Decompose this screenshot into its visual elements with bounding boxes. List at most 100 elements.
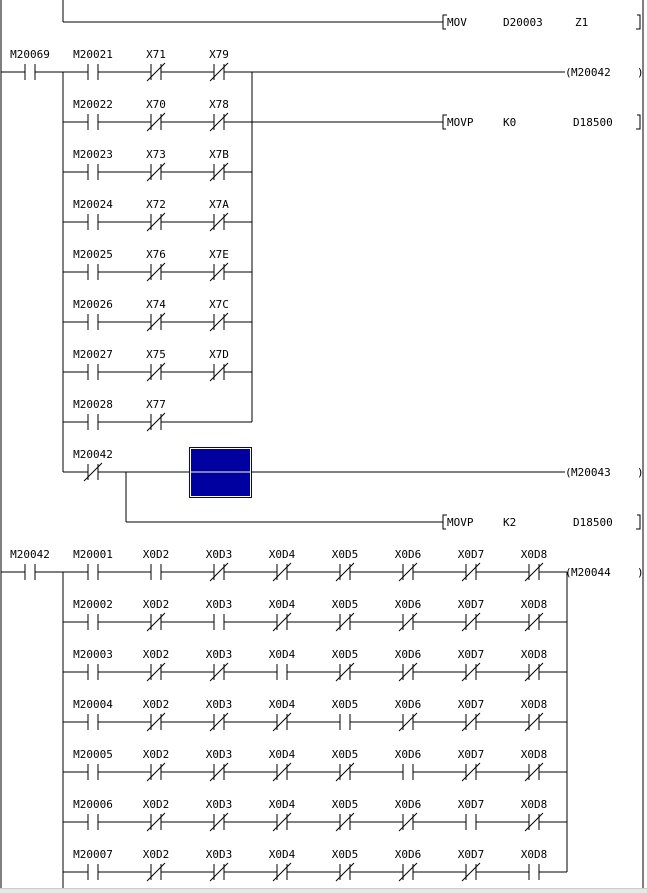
nc-contact[interactable]: X0D8 [521, 598, 548, 632]
nc-contact[interactable]: X0D8 [521, 748, 548, 782]
nc-contact[interactable]: X0D5 [332, 548, 359, 582]
nc-contact[interactable]: X0D3 [206, 798, 233, 832]
nc-contact[interactable]: X0D8 [521, 798, 548, 832]
instruction-block[interactable]: MOV D20003 Z1 [442, 14, 641, 30]
no-contact[interactable]: M20007 [73, 848, 113, 880]
nc-contact[interactable]: X0D2 [143, 698, 170, 732]
no-contact[interactable]: X0D6 [395, 748, 422, 780]
nc-contact[interactable]: X7A [209, 198, 229, 232]
nc-contact[interactable]: X0D6 [395, 648, 422, 682]
nc-contact[interactable]: X0D4 [269, 548, 296, 582]
no-contact[interactable]: M20001 [73, 548, 113, 580]
contact-label: X78 [209, 98, 229, 111]
nc-contact[interactable]: X0D7 [458, 548, 485, 582]
nc-contact[interactable]: X0D3 [206, 548, 233, 582]
nc-contact[interactable]: X0D6 [395, 548, 422, 582]
nc-contact[interactable]: X70 [146, 98, 166, 132]
no-contact[interactable]: M20023 [73, 148, 113, 180]
output-coil[interactable]: (M20044) [565, 566, 644, 579]
nc-contact[interactable]: X78 [209, 98, 229, 132]
no-contact[interactable]: M20004 [73, 698, 113, 730]
instruction-block[interactable]: MOVP K2 D18500 [442, 514, 641, 530]
instruction-block[interactable]: MOVP K0 D18500 [442, 114, 641, 130]
nc-contact[interactable]: X0D6 [395, 598, 422, 632]
nc-contact[interactable]: X0D5 [332, 798, 359, 832]
no-contact[interactable]: X0D8 [521, 848, 548, 880]
nc-contact[interactable]: X7C [209, 298, 229, 332]
nc-contact[interactable]: X71 [146, 48, 166, 82]
no-contact[interactable]: M20021 [73, 48, 113, 80]
no-contact[interactable]: X0D3 [206, 598, 233, 630]
no-contact[interactable]: X0D4 [269, 648, 296, 680]
nc-contact[interactable]: X0D8 [521, 548, 548, 582]
nc-contact[interactable]: X7B [209, 148, 229, 182]
no-contact[interactable]: M20028 [73, 398, 113, 430]
no-contact[interactable]: X0D7 [458, 798, 485, 830]
nc-contact[interactable]: X0D2 [143, 648, 170, 682]
no-contact[interactable]: M20025 [73, 248, 113, 280]
nc-contact[interactable]: X0D3 [206, 748, 233, 782]
nc-contact[interactable]: X0D2 [143, 598, 170, 632]
nc-contact[interactable]: X0D6 [395, 848, 422, 882]
contact-label: X7E [209, 248, 229, 261]
nc-contact[interactable]: X74 [146, 298, 166, 332]
no-contact[interactable]: M20005 [73, 748, 113, 780]
nc-contact[interactable]: X0D6 [395, 798, 422, 832]
nc-contact[interactable]: X0D8 [521, 648, 548, 682]
nc-contact[interactable]: X72 [146, 198, 166, 232]
contact-label: M20007 [73, 848, 113, 861]
contact-slash [335, 762, 355, 782]
nc-contact[interactable]: X0D4 [269, 748, 296, 782]
no-contact[interactable]: M20024 [73, 198, 113, 230]
nc-contact[interactable]: X0D7 [458, 748, 485, 782]
contact-label: X70 [146, 98, 166, 111]
nc-contact[interactable]: X0D3 [206, 648, 233, 682]
nc-contact[interactable]: X0D8 [521, 698, 548, 732]
nc-contact[interactable]: X0D6 [395, 698, 422, 732]
coil-label: M20042 [571, 66, 611, 79]
contact-label: X0D4 [269, 798, 296, 811]
nc-contact[interactable]: X79 [209, 48, 229, 82]
nc-contact[interactable]: X0D4 [269, 848, 296, 882]
nc-contact[interactable]: X0D4 [269, 698, 296, 732]
nc-contact[interactable]: X77 [146, 398, 166, 432]
nc-contact[interactable]: X0D5 [332, 598, 359, 632]
nc-contact[interactable]: X0D5 [332, 648, 359, 682]
contact-slash [146, 812, 166, 832]
nc-contact[interactable]: X76 [146, 248, 166, 282]
nc-contact[interactable]: X7E [209, 248, 229, 282]
nc-contact[interactable]: X0D5 [332, 848, 359, 882]
output-coil[interactable]: (M20043) [565, 466, 644, 479]
no-contact[interactable]: M20006 [73, 798, 113, 830]
output-coil[interactable]: (M20042) [565, 66, 644, 79]
no-contact[interactable]: X0D2 [143, 548, 170, 580]
nc-contact[interactable]: X0D7 [458, 698, 485, 732]
nc-contact[interactable]: X0D7 [458, 648, 485, 682]
nc-contact[interactable]: X75 [146, 348, 166, 382]
no-contact[interactable]: M20042 [10, 548, 50, 580]
no-contact[interactable]: M20026 [73, 298, 113, 330]
contact-slash [209, 212, 229, 232]
no-contact[interactable]: M20003 [73, 648, 113, 680]
horizontal-scrollbar[interactable] [0, 888, 647, 893]
nc-contact[interactable]: X0D7 [458, 598, 485, 632]
nc-contact[interactable]: M20042 [73, 448, 113, 482]
no-contact[interactable]: M20027 [73, 348, 113, 380]
no-contact[interactable]: M20022 [73, 98, 113, 130]
nc-contact[interactable]: X73 [146, 148, 166, 182]
nc-contact[interactable]: X0D2 [143, 748, 170, 782]
no-contact[interactable]: X0D5 [332, 698, 359, 730]
no-contact[interactable]: M20069 [10, 48, 50, 80]
nc-contact[interactable]: X0D2 [143, 798, 170, 832]
nc-contact[interactable]: X7D [209, 348, 229, 382]
nc-contact[interactable]: X0D7 [458, 848, 485, 882]
nc-contact[interactable]: X0D5 [332, 748, 359, 782]
nc-contact[interactable]: X0D3 [206, 698, 233, 732]
nc-contact[interactable]: X0D2 [143, 848, 170, 882]
nc-contact[interactable]: X0D3 [206, 848, 233, 882]
no-contact[interactable]: M20002 [73, 598, 113, 630]
nc-contact[interactable]: X0D4 [269, 598, 296, 632]
nc-contact[interactable]: X0D4 [269, 798, 296, 832]
